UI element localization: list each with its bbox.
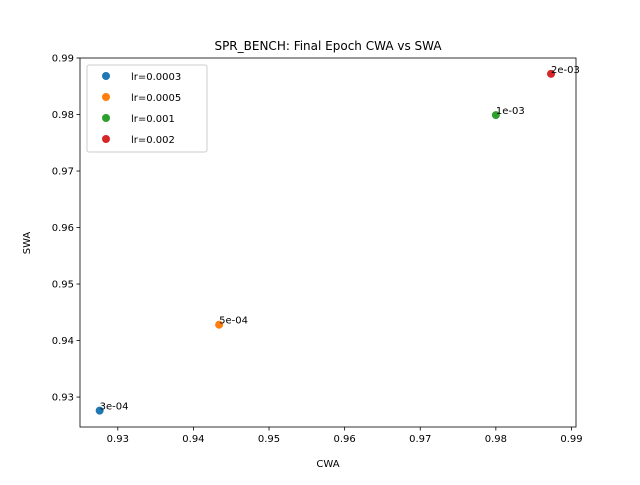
- point-label: 3e-04: [100, 402, 129, 413]
- y-tick-label: 0.95: [52, 280, 74, 291]
- point-labels: 3e-04 5e-04 1e-03 2e-03: [100, 65, 580, 413]
- legend-marker: [102, 135, 110, 143]
- legend-marker: [102, 93, 110, 101]
- data-points: [95, 69, 556, 415]
- scatter-point: [547, 69, 556, 78]
- y-tick-label: 0.96: [52, 223, 74, 234]
- legend-box: [86, 64, 208, 153]
- point-label: 1e-03: [496, 106, 525, 117]
- scatter-point: [491, 111, 500, 120]
- x-axis-label: CWA: [316, 459, 339, 470]
- y-axis-ticks: 0.93 0.94 0.95 0.96 0.97 0.98 0.99: [52, 54, 80, 404]
- x-tick-label: 0.96: [334, 434, 356, 445]
- point-label: 2e-03: [551, 65, 580, 76]
- point-label: 5e-04: [219, 316, 248, 327]
- y-tick-label: 0.93: [52, 393, 74, 404]
- scatter-point: [95, 406, 104, 415]
- legend-entry: lr=0.001: [131, 114, 175, 125]
- plot-frame: [79, 57, 577, 428]
- x-tick-label: 0.93: [107, 434, 129, 445]
- y-tick-label: 0.98: [52, 110, 74, 121]
- x-tick-label: 0.98: [485, 434, 507, 445]
- legend-marker: [102, 72, 110, 80]
- y-tick-label: 0.97: [52, 167, 74, 178]
- legend-entry: lr=0.002: [131, 135, 175, 146]
- y-axis-label: SWA: [22, 232, 33, 255]
- chart-title: SPR_BENCH: Final Epoch CWA vs SWA: [214, 39, 442, 53]
- legend-entry: lr=0.0003: [131, 72, 181, 83]
- x-tick-label: 0.95: [258, 434, 280, 445]
- x-tick-label: 0.99: [560, 434, 582, 445]
- x-axis-ticks: 0.93 0.94 0.95 0.96 0.97 0.98 0.99: [107, 427, 583, 445]
- y-tick-label: 0.99: [52, 54, 74, 65]
- x-tick-label: 0.97: [409, 434, 431, 445]
- legend-entry: lr=0.0005: [131, 93, 181, 104]
- x-tick-label: 0.94: [182, 434, 204, 445]
- scatter-point: [215, 320, 224, 329]
- y-tick-label: 0.94: [52, 336, 74, 347]
- legend-marker: [102, 114, 110, 122]
- legend: lr=0.0003 lr=0.0005 lr=0.001 lr=0.002: [86, 64, 208, 153]
